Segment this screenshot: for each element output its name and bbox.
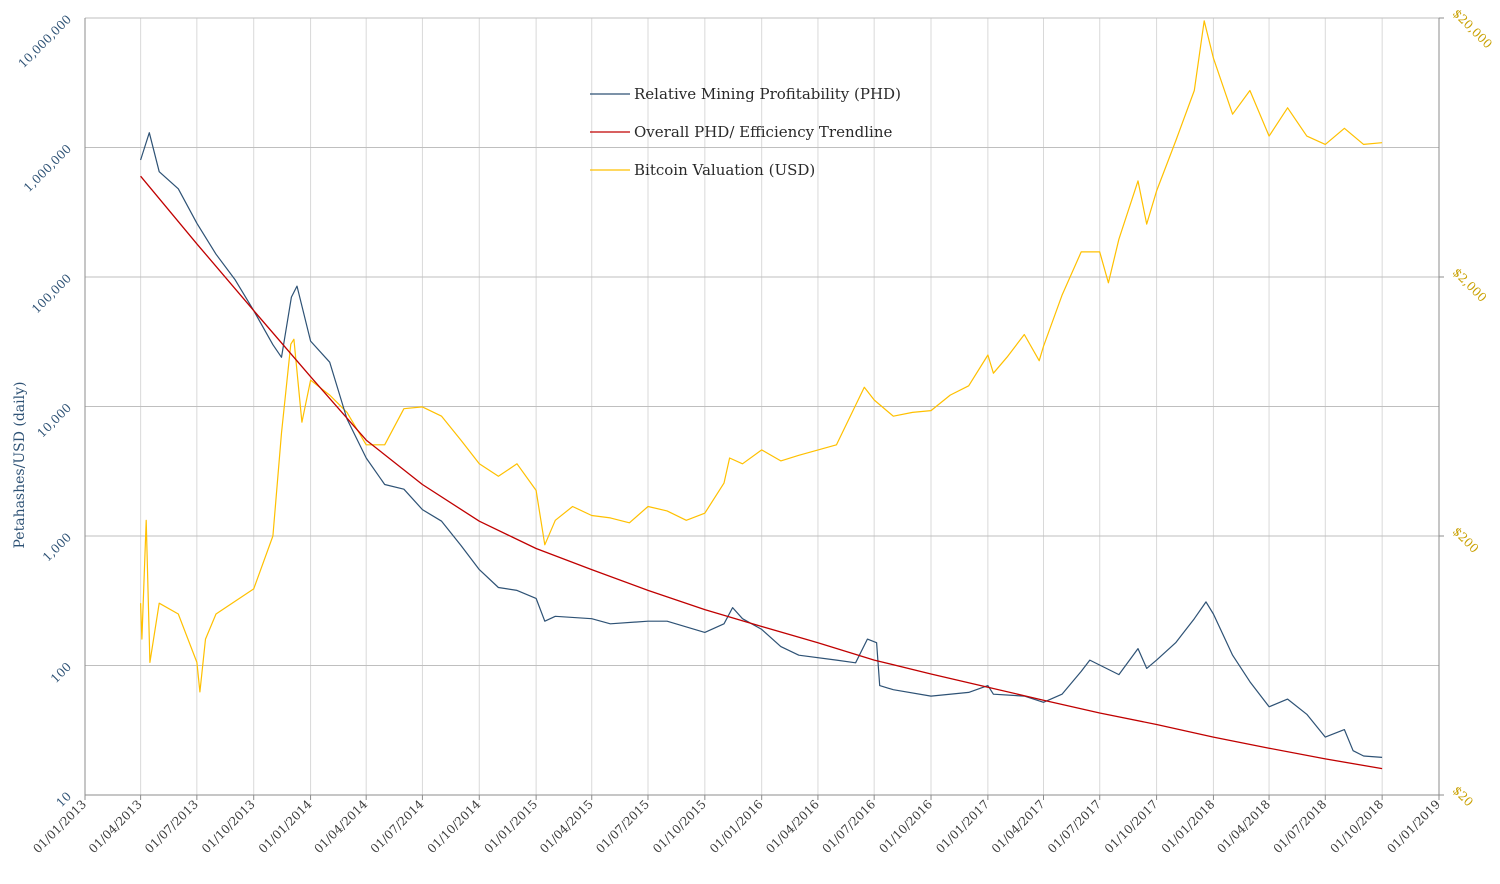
series-line-bitcoin-valuation [140,20,1383,693]
series-line-mining-profitability [140,132,1383,758]
legend: Relative Mining Profitability (PHD) Overa… [590,85,901,179]
y-axis-title: Petahashes/USD (daily) [12,382,28,549]
legend-item-efficiency-trendline-label: Overall PHD/ Efficiency Trendline [634,123,892,141]
legend-item-mining-profitability-label: Relative Mining Profitability (PHD) [634,85,901,103]
legend-item-bitcoin-valuation-label: Bitcoin Valuation (USD) [634,161,815,179]
series-line-efficiency-trendline [140,175,1383,770]
axes [84,17,1444,800]
series-layer [140,20,1383,770]
